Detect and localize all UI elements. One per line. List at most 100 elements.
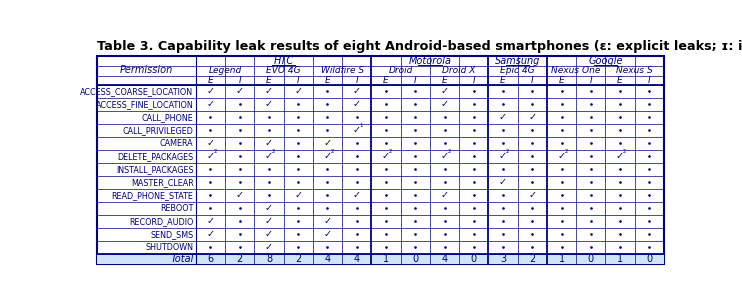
Text: ✓: ✓ xyxy=(206,138,214,148)
Text: ✓: ✓ xyxy=(382,151,390,161)
Text: ✓: ✓ xyxy=(352,86,361,96)
Text: I: I xyxy=(355,76,358,85)
Text: E: E xyxy=(324,76,330,85)
Text: ✓: ✓ xyxy=(294,190,302,200)
Text: E: E xyxy=(500,76,506,85)
Text: ✓: ✓ xyxy=(265,99,273,109)
Text: 2: 2 xyxy=(564,149,568,154)
Text: E: E xyxy=(617,76,623,85)
Text: ✓: ✓ xyxy=(441,190,449,200)
Text: I: I xyxy=(531,76,533,85)
Text: ✓: ✓ xyxy=(324,151,332,161)
Text: E: E xyxy=(208,76,214,85)
Text: Droid: Droid xyxy=(388,66,413,75)
Text: 4: 4 xyxy=(324,254,330,264)
Text: Samsung: Samsung xyxy=(495,56,540,66)
Text: 2: 2 xyxy=(295,254,301,264)
Text: ✓: ✓ xyxy=(499,112,507,123)
Text: ✓: ✓ xyxy=(528,112,536,123)
Text: 0: 0 xyxy=(470,254,477,264)
Text: Legend: Legend xyxy=(209,66,242,75)
Text: I: I xyxy=(589,76,592,85)
Text: 2: 2 xyxy=(447,149,450,154)
Text: ✓: ✓ xyxy=(441,86,449,96)
Text: Nexus One: Nexus One xyxy=(551,66,601,75)
Text: SEND_SMS: SEND_SMS xyxy=(150,230,194,239)
Text: 4: 4 xyxy=(354,254,360,264)
Text: Permission: Permission xyxy=(119,65,173,75)
Text: ✓: ✓ xyxy=(265,151,273,161)
Text: ✓: ✓ xyxy=(265,203,273,213)
Text: E: E xyxy=(559,76,565,85)
Text: E: E xyxy=(383,76,389,85)
Text: ✓: ✓ xyxy=(265,138,273,148)
Text: ACCESS_FINE_LOCATION: ACCESS_FINE_LOCATION xyxy=(96,100,194,109)
Text: 8: 8 xyxy=(266,254,272,264)
Text: RECORD_AUDIO: RECORD_AUDIO xyxy=(129,217,194,226)
Text: HTC: HTC xyxy=(274,56,294,66)
Text: ✓: ✓ xyxy=(352,99,361,109)
Text: 3: 3 xyxy=(500,254,506,264)
Text: REBOOT: REBOOT xyxy=(160,204,194,213)
Text: ✓: ✓ xyxy=(265,216,273,226)
Text: 2: 2 xyxy=(623,149,626,154)
Text: ✓: ✓ xyxy=(324,229,332,239)
Text: I: I xyxy=(414,76,416,85)
Text: Wildfire S: Wildfire S xyxy=(321,66,364,75)
Text: Epic 4G: Epic 4G xyxy=(500,66,535,75)
Text: ✓: ✓ xyxy=(352,125,361,135)
Text: Nexus S: Nexus S xyxy=(617,66,653,75)
Text: ✓: ✓ xyxy=(265,86,273,96)
Text: E: E xyxy=(441,76,447,85)
Text: ✓: ✓ xyxy=(265,242,273,252)
Text: ✓: ✓ xyxy=(499,177,507,187)
Text: ✓: ✓ xyxy=(499,151,507,161)
Text: Droid X: Droid X xyxy=(442,66,476,75)
Text: CALL_PRIVILEGED: CALL_PRIVILEGED xyxy=(122,126,194,135)
Text: 2: 2 xyxy=(506,149,509,154)
Text: ✓: ✓ xyxy=(352,190,361,200)
Text: 1: 1 xyxy=(359,123,363,129)
Text: 1: 1 xyxy=(383,254,389,264)
Text: MASTER_CLEAR: MASTER_CLEAR xyxy=(131,178,194,187)
Text: 2: 2 xyxy=(237,254,243,264)
Text: ✓: ✓ xyxy=(441,151,449,161)
Text: ✓: ✓ xyxy=(324,216,332,226)
Text: 0: 0 xyxy=(413,254,418,264)
Text: DELETE_PACKAGES: DELETE_PACKAGES xyxy=(117,152,194,161)
Text: 4: 4 xyxy=(441,254,447,264)
Text: ✓: ✓ xyxy=(206,86,214,96)
Text: ✓: ✓ xyxy=(616,151,624,161)
Text: ✓: ✓ xyxy=(206,151,214,161)
Text: READ_PHONE_STATE: READ_PHONE_STATE xyxy=(111,191,194,200)
Text: CAMERA: CAMERA xyxy=(160,139,194,148)
Text: I: I xyxy=(238,76,241,85)
Text: ✓: ✓ xyxy=(528,190,536,200)
Text: 2: 2 xyxy=(529,254,536,264)
Text: SHUTDOWN: SHUTDOWN xyxy=(145,243,194,252)
Text: Motorola: Motorola xyxy=(408,56,451,66)
Text: ✓: ✓ xyxy=(236,86,244,96)
Text: I: I xyxy=(297,76,300,85)
Text: ✓: ✓ xyxy=(206,216,214,226)
Text: 0: 0 xyxy=(646,254,652,264)
Text: Total: Total xyxy=(170,254,194,264)
Text: I: I xyxy=(648,76,651,85)
Text: E: E xyxy=(266,76,272,85)
Text: ✓: ✓ xyxy=(441,99,449,109)
Bar xyxy=(96,254,664,264)
Text: 2: 2 xyxy=(272,149,275,154)
Text: CALL_PHONE: CALL_PHONE xyxy=(142,113,194,122)
Text: 1: 1 xyxy=(559,254,565,264)
Text: ACCESS_COARSE_LOCATION: ACCESS_COARSE_LOCATION xyxy=(80,87,194,96)
Bar xyxy=(96,56,664,264)
Text: INSTALL_PACKAGES: INSTALL_PACKAGES xyxy=(116,165,194,174)
Text: 2: 2 xyxy=(213,149,217,154)
Text: 6: 6 xyxy=(208,254,214,264)
Text: 1: 1 xyxy=(617,254,623,264)
Text: ✓: ✓ xyxy=(324,138,332,148)
Text: ✓: ✓ xyxy=(557,151,565,161)
Text: 2: 2 xyxy=(389,149,393,154)
Text: ✓: ✓ xyxy=(206,99,214,109)
Text: ✓: ✓ xyxy=(265,229,273,239)
